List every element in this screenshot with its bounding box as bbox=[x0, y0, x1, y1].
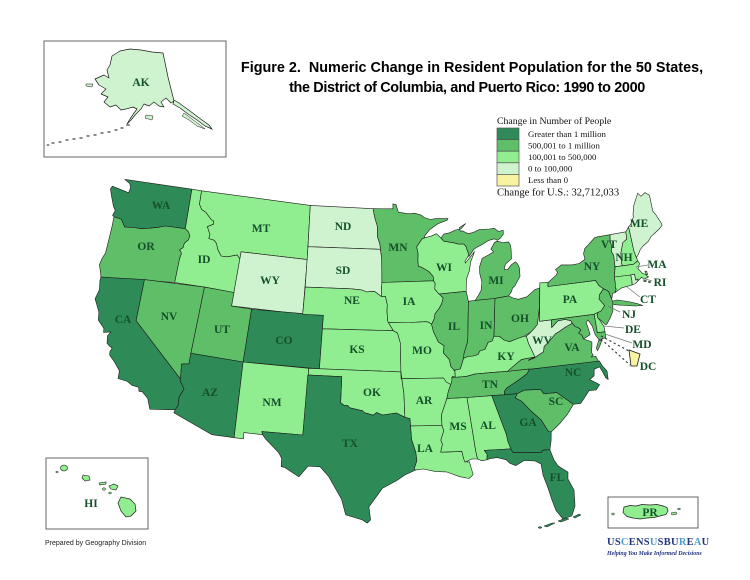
svg-text:MI: MI bbox=[488, 275, 504, 287]
svg-text:KY: KY bbox=[497, 351, 515, 363]
svg-text:100,001 to 500,000: 100,001 to 500,000 bbox=[528, 152, 597, 162]
svg-text:NC: NC bbox=[565, 367, 582, 379]
svg-text:Figure 2. Numeric Change in R: Figure 2. Numeric Change in Resident Pop… bbox=[241, 60, 703, 76]
svg-text:OH: OH bbox=[511, 313, 529, 325]
svg-text:NH: NH bbox=[615, 252, 632, 264]
svg-text:MA: MA bbox=[647, 259, 667, 271]
svg-text:OK: OK bbox=[363, 387, 381, 399]
svg-text:Change in Number of People: Change in Number of People bbox=[497, 116, 612, 127]
svg-text:WY: WY bbox=[260, 275, 281, 287]
svg-text:CA: CA bbox=[115, 314, 132, 326]
svg-text:Less than 0: Less than 0 bbox=[528, 175, 569, 185]
svg-text:TN: TN bbox=[482, 379, 499, 391]
svg-text:IL: IL bbox=[448, 321, 460, 333]
svg-text:Helping You Make Informed Deci: Helping You Make Informed Decisions bbox=[606, 551, 703, 557]
svg-text:NY: NY bbox=[584, 261, 601, 273]
svg-text:NM: NM bbox=[262, 397, 281, 409]
svg-text:WI: WI bbox=[436, 262, 453, 274]
svg-text:FL: FL bbox=[550, 472, 565, 484]
svg-text:CO: CO bbox=[275, 335, 292, 347]
svg-text:ME: ME bbox=[630, 218, 649, 230]
svg-text:MS: MS bbox=[449, 421, 466, 433]
svg-text:VT: VT bbox=[601, 239, 617, 251]
svg-text:DE: DE bbox=[625, 324, 641, 336]
svg-text:DC: DC bbox=[640, 361, 657, 373]
svg-text:VA: VA bbox=[564, 342, 580, 354]
svg-text:PA: PA bbox=[563, 294, 578, 306]
svg-text:IA: IA bbox=[403, 296, 416, 308]
svg-text:Prepared by Geography Division: Prepared by Geography Division bbox=[45, 540, 146, 547]
svg-text:the District of Columbia, and: the District of Columbia, and Puerto Ric… bbox=[289, 80, 645, 96]
svg-text:MT: MT bbox=[252, 223, 271, 235]
svg-text:500,001 to 1 million: 500,001 to 1 million bbox=[528, 140, 600, 150]
svg-text:ND: ND bbox=[335, 221, 352, 233]
svg-text:WA: WA bbox=[152, 200, 171, 212]
svg-text:LA: LA bbox=[417, 443, 434, 455]
svg-text:AL: AL bbox=[480, 420, 496, 432]
svg-text:USCENSUSBUREAU: USCENSUSBUREAU bbox=[607, 537, 710, 548]
svg-text:NJ: NJ bbox=[622, 309, 636, 321]
svg-text:GA: GA bbox=[519, 417, 537, 429]
svg-text:MN: MN bbox=[388, 242, 408, 254]
svg-text:SD: SD bbox=[336, 265, 351, 277]
svg-text:0 to 100,000: 0 to 100,000 bbox=[528, 164, 573, 174]
svg-text:Greater than 1 million: Greater than 1 million bbox=[528, 129, 607, 139]
svg-text:TX: TX bbox=[342, 438, 359, 450]
svg-text:OR: OR bbox=[137, 241, 155, 253]
svg-text:UT: UT bbox=[214, 324, 230, 336]
svg-text:NV: NV bbox=[161, 311, 178, 323]
svg-text:KS: KS bbox=[349, 344, 364, 356]
svg-text:AR: AR bbox=[416, 395, 433, 407]
svg-text:RI: RI bbox=[654, 277, 667, 289]
svg-text:Change for U.S.: 32,712,033: Change for U.S.: 32,712,033 bbox=[497, 188, 619, 199]
svg-text:NE: NE bbox=[344, 295, 360, 307]
svg-text:WV: WV bbox=[532, 335, 553, 347]
svg-text:MD: MD bbox=[632, 339, 651, 351]
svg-text:HI: HI bbox=[84, 498, 98, 510]
svg-text:AK: AK bbox=[132, 77, 149, 89]
svg-text:CT: CT bbox=[640, 294, 656, 306]
svg-text:ID: ID bbox=[198, 254, 211, 266]
svg-text:AZ: AZ bbox=[202, 387, 218, 399]
svg-text:IN: IN bbox=[480, 320, 493, 332]
svg-text:PR: PR bbox=[642, 507, 658, 519]
svg-text:MO: MO bbox=[412, 345, 432, 357]
svg-text:SC: SC bbox=[549, 396, 564, 408]
